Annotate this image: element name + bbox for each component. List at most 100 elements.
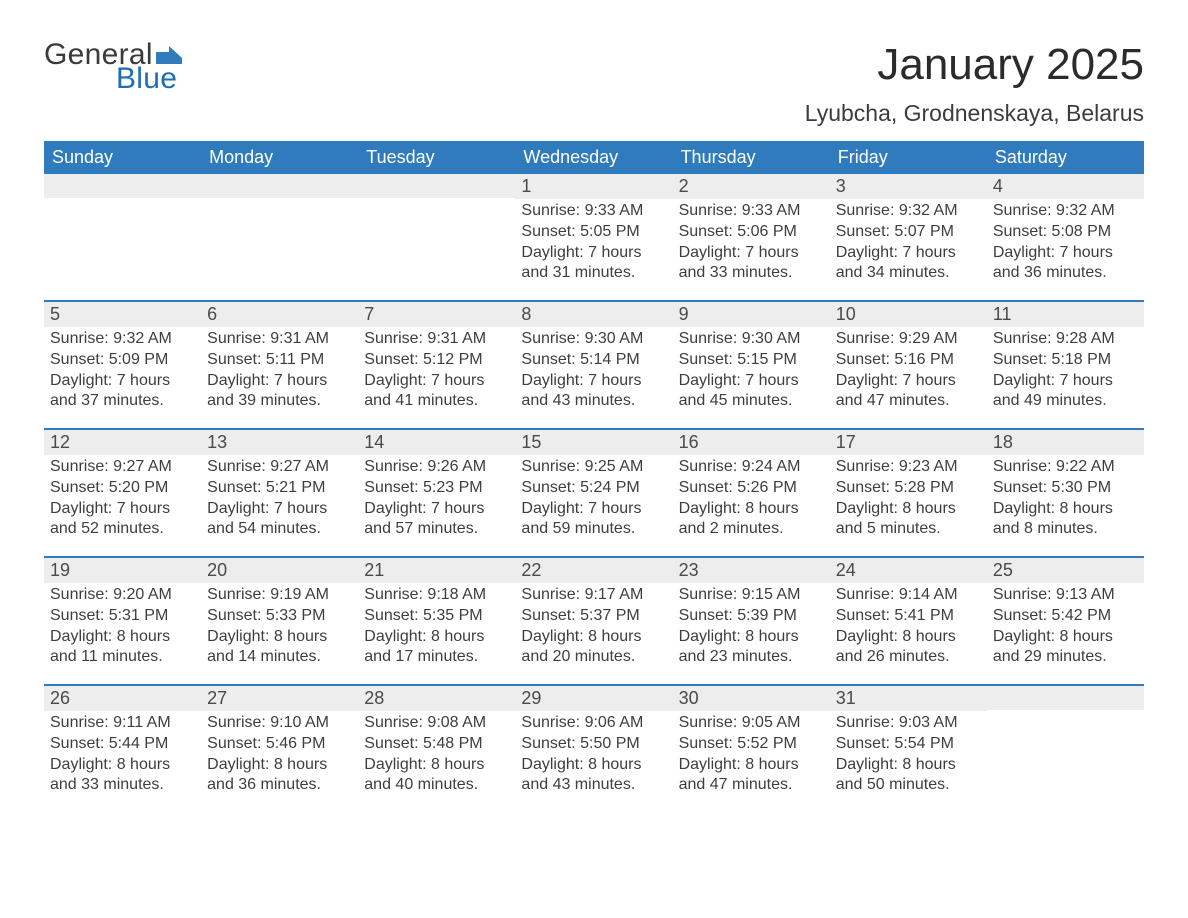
- calendar-day: 19Sunrise: 9:20 AMSunset: 5:31 PMDayligh…: [44, 558, 201, 670]
- sunrise-text: Sunrise: 9:27 AM: [50, 457, 195, 478]
- day-number: 24: [830, 558, 987, 583]
- daylight-text: Daylight: 7 hours and 34 minutes.: [836, 243, 981, 285]
- day-number: 10: [830, 302, 987, 327]
- day-number: 4: [987, 174, 1144, 199]
- day-number: 9: [673, 302, 830, 327]
- day-number: [987, 686, 1144, 710]
- day-body: Sunrise: 9:30 AMSunset: 5:14 PMDaylight:…: [515, 327, 672, 412]
- day-number: [44, 174, 201, 198]
- calendar-week: 12Sunrise: 9:27 AMSunset: 5:20 PMDayligh…: [44, 428, 1144, 542]
- daylight-text: Daylight: 7 hours and 39 minutes.: [207, 371, 352, 413]
- daylight-text: Daylight: 8 hours and 43 minutes.: [521, 755, 666, 797]
- day-body: Sunrise: 9:18 AMSunset: 5:35 PMDaylight:…: [358, 583, 515, 668]
- day-body: Sunrise: 9:14 AMSunset: 5:41 PMDaylight:…: [830, 583, 987, 668]
- day-number: 8: [515, 302, 672, 327]
- sunset-text: Sunset: 5:39 PM: [679, 606, 824, 627]
- day-number: 15: [515, 430, 672, 455]
- calendar-day: [201, 174, 358, 286]
- calendar-day: [44, 174, 201, 286]
- sunset-text: Sunset: 5:30 PM: [993, 478, 1138, 499]
- calendar-week: 5Sunrise: 9:32 AMSunset: 5:09 PMDaylight…: [44, 300, 1144, 414]
- day-number: [201, 174, 358, 198]
- daylight-text: Daylight: 7 hours and 52 minutes.: [50, 499, 195, 541]
- calendar-day: 22Sunrise: 9:17 AMSunset: 5:37 PMDayligh…: [515, 558, 672, 670]
- day-number: 23: [673, 558, 830, 583]
- day-number: 14: [358, 430, 515, 455]
- sunset-text: Sunset: 5:52 PM: [679, 734, 824, 755]
- calendar-day: 8Sunrise: 9:30 AMSunset: 5:14 PMDaylight…: [515, 302, 672, 414]
- sunrise-text: Sunrise: 9:33 AM: [521, 201, 666, 222]
- title-block: January 2025 Lyubcha, Grodnenskaya, Bela…: [805, 40, 1144, 127]
- calendar-day: 29Sunrise: 9:06 AMSunset: 5:50 PMDayligh…: [515, 686, 672, 798]
- sunset-text: Sunset: 5:12 PM: [364, 350, 509, 371]
- sunset-text: Sunset: 5:05 PM: [521, 222, 666, 243]
- sunset-text: Sunset: 5:11 PM: [207, 350, 352, 371]
- daylight-text: Daylight: 8 hours and 47 minutes.: [679, 755, 824, 797]
- sunset-text: Sunset: 5:15 PM: [679, 350, 824, 371]
- sunrise-text: Sunrise: 9:19 AM: [207, 585, 352, 606]
- calendar-day: 14Sunrise: 9:26 AMSunset: 5:23 PMDayligh…: [358, 430, 515, 542]
- sunrise-text: Sunrise: 9:06 AM: [521, 713, 666, 734]
- day-body: Sunrise: 9:32 AMSunset: 5:07 PMDaylight:…: [830, 199, 987, 284]
- daylight-text: Daylight: 8 hours and 33 minutes.: [50, 755, 195, 797]
- daylight-text: Daylight: 7 hours and 36 minutes.: [993, 243, 1138, 285]
- daylight-text: Daylight: 8 hours and 5 minutes.: [836, 499, 981, 541]
- day-body: Sunrise: 9:24 AMSunset: 5:26 PMDaylight:…: [673, 455, 830, 540]
- sunset-text: Sunset: 5:42 PM: [993, 606, 1138, 627]
- day-number: 7: [358, 302, 515, 327]
- daylight-text: Daylight: 8 hours and 20 minutes.: [521, 627, 666, 669]
- sunset-text: Sunset: 5:08 PM: [993, 222, 1138, 243]
- day-body: Sunrise: 9:13 AMSunset: 5:42 PMDaylight:…: [987, 583, 1144, 668]
- day-body: [987, 710, 1144, 712]
- calendar-day: 7Sunrise: 9:31 AMSunset: 5:12 PMDaylight…: [358, 302, 515, 414]
- day-number: 31: [830, 686, 987, 711]
- sunset-text: Sunset: 5:18 PM: [993, 350, 1138, 371]
- day-number: 6: [201, 302, 358, 327]
- day-number: 1: [515, 174, 672, 199]
- sunrise-text: Sunrise: 9:15 AM: [679, 585, 824, 606]
- weekday-label: Sunday: [44, 141, 201, 174]
- calendar-weekday-header: Sunday Monday Tuesday Wednesday Thursday…: [44, 141, 1144, 174]
- day-body: Sunrise: 9:08 AMSunset: 5:48 PMDaylight:…: [358, 711, 515, 796]
- sunset-text: Sunset: 5:20 PM: [50, 478, 195, 499]
- day-number: 16: [673, 430, 830, 455]
- sunrise-text: Sunrise: 9:31 AM: [207, 329, 352, 350]
- sunrise-text: Sunrise: 9:26 AM: [364, 457, 509, 478]
- day-body: Sunrise: 9:31 AMSunset: 5:12 PMDaylight:…: [358, 327, 515, 412]
- daylight-text: Daylight: 8 hours and 26 minutes.: [836, 627, 981, 669]
- sunrise-text: Sunrise: 9:24 AM: [679, 457, 824, 478]
- day-number: 19: [44, 558, 201, 583]
- day-number: 3: [830, 174, 987, 199]
- day-body: Sunrise: 9:19 AMSunset: 5:33 PMDaylight:…: [201, 583, 358, 668]
- sunrise-text: Sunrise: 9:17 AM: [521, 585, 666, 606]
- calendar-day: 30Sunrise: 9:05 AMSunset: 5:52 PMDayligh…: [673, 686, 830, 798]
- calendar-day: 21Sunrise: 9:18 AMSunset: 5:35 PMDayligh…: [358, 558, 515, 670]
- calendar: Sunday Monday Tuesday Wednesday Thursday…: [44, 141, 1144, 798]
- day-number: 30: [673, 686, 830, 711]
- calendar-day: 17Sunrise: 9:23 AMSunset: 5:28 PMDayligh…: [830, 430, 987, 542]
- sunrise-text: Sunrise: 9:18 AM: [364, 585, 509, 606]
- day-body: Sunrise: 9:23 AMSunset: 5:28 PMDaylight:…: [830, 455, 987, 540]
- day-body: Sunrise: 9:27 AMSunset: 5:21 PMDaylight:…: [201, 455, 358, 540]
- daylight-text: Daylight: 8 hours and 2 minutes.: [679, 499, 824, 541]
- day-number: 21: [358, 558, 515, 583]
- day-body: Sunrise: 9:26 AMSunset: 5:23 PMDaylight:…: [358, 455, 515, 540]
- day-number: 20: [201, 558, 358, 583]
- day-body: Sunrise: 9:10 AMSunset: 5:46 PMDaylight:…: [201, 711, 358, 796]
- day-body: Sunrise: 9:06 AMSunset: 5:50 PMDaylight:…: [515, 711, 672, 796]
- sunrise-text: Sunrise: 9:10 AM: [207, 713, 352, 734]
- day-number: 2: [673, 174, 830, 199]
- sunrise-text: Sunrise: 9:25 AM: [521, 457, 666, 478]
- weekday-label: Thursday: [673, 141, 830, 174]
- sunset-text: Sunset: 5:46 PM: [207, 734, 352, 755]
- day-number: 28: [358, 686, 515, 711]
- daylight-text: Daylight: 8 hours and 23 minutes.: [679, 627, 824, 669]
- sunset-text: Sunset: 5:33 PM: [207, 606, 352, 627]
- weekday-label: Tuesday: [358, 141, 515, 174]
- sunrise-text: Sunrise: 9:27 AM: [207, 457, 352, 478]
- day-body: Sunrise: 9:11 AMSunset: 5:44 PMDaylight:…: [44, 711, 201, 796]
- daylight-text: Daylight: 7 hours and 49 minutes.: [993, 371, 1138, 413]
- calendar-day: 3Sunrise: 9:32 AMSunset: 5:07 PMDaylight…: [830, 174, 987, 286]
- day-number: 26: [44, 686, 201, 711]
- calendar-day: 16Sunrise: 9:24 AMSunset: 5:26 PMDayligh…: [673, 430, 830, 542]
